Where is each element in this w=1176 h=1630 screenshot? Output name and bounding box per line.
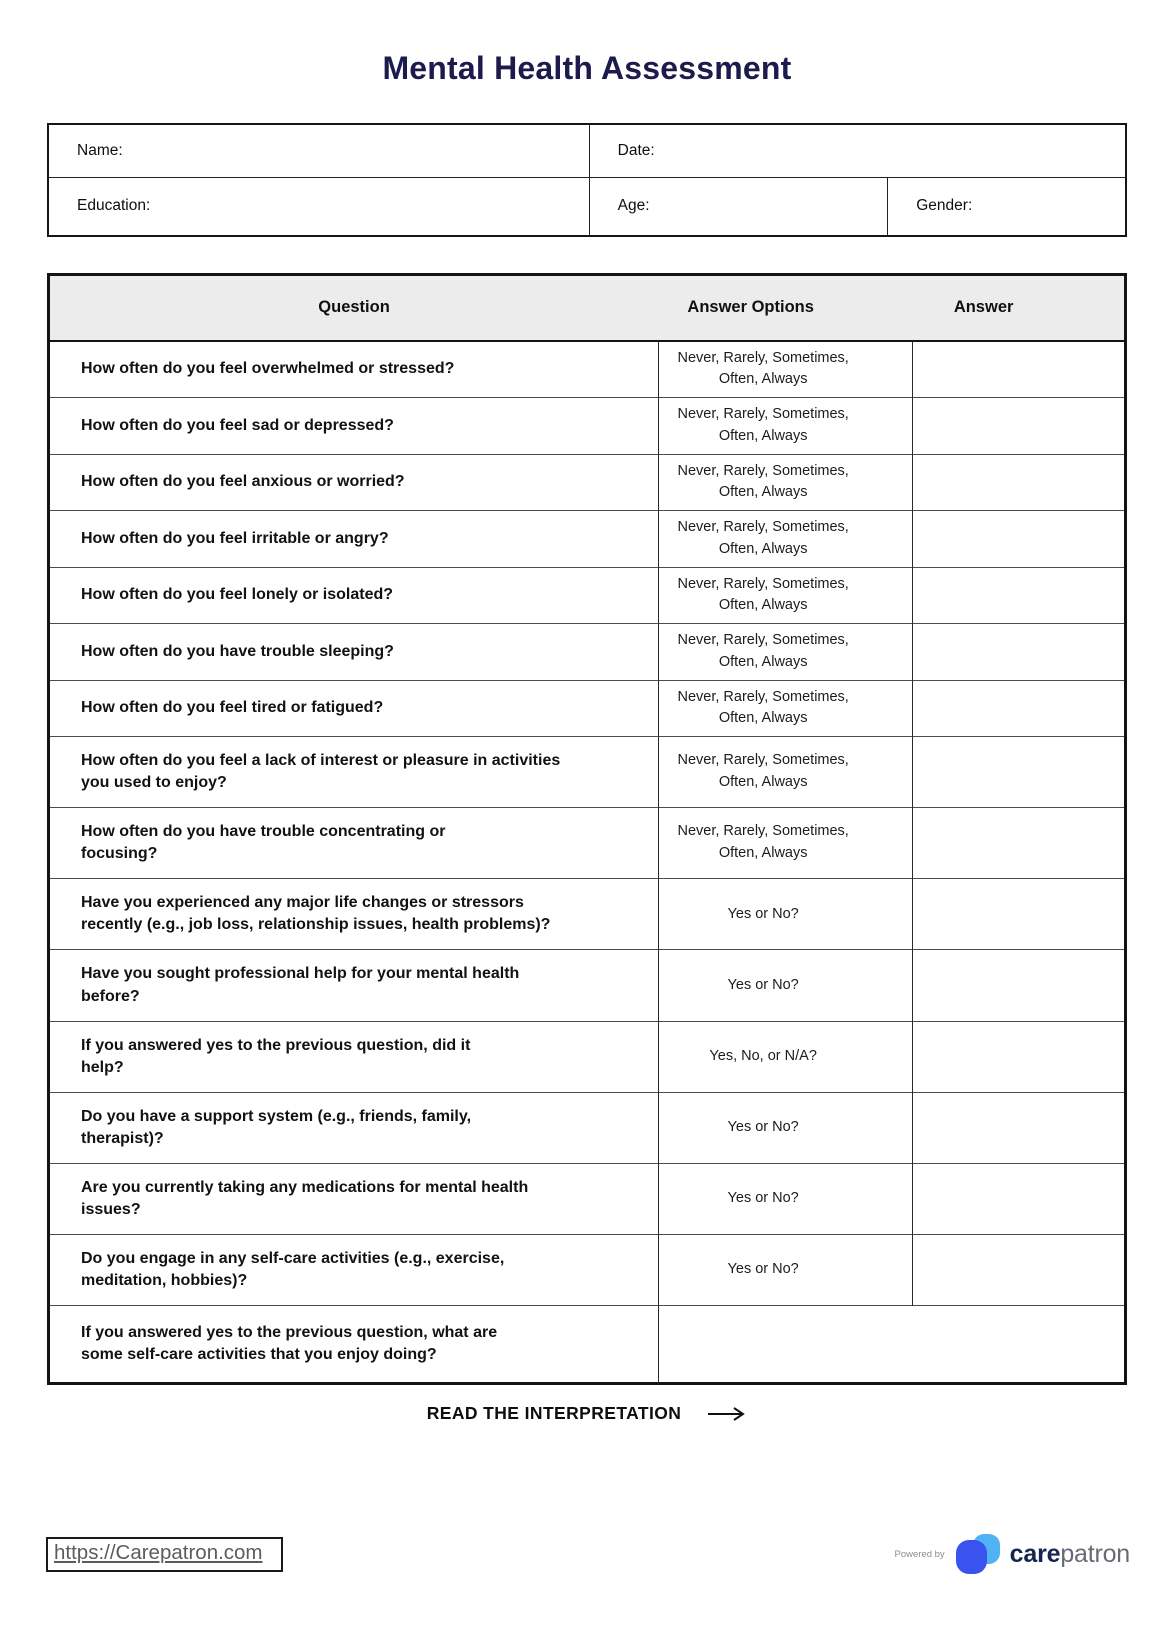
question-cell: Do you have a support system (e.g., frie…: [48, 1091, 659, 1164]
question-cell: Have you experienced any major life chan…: [48, 878, 659, 950]
question-cell: Have you sought professional help for yo…: [48, 949, 659, 1022]
brand-wordmark: carepatron: [1009, 1539, 1131, 1569]
column-header-answer-options: Answer Options: [658, 274, 913, 342]
gender-label: Gender:: [916, 197, 973, 215]
question-cell: How often do you feel tired or fatigued?: [48, 679, 659, 737]
answer-options-cell: [658, 1305, 1126, 1384]
table-row: Are you currently taking any medications…: [48, 1162, 1126, 1235]
table-row: If you answered yes to the previous ques…: [48, 1020, 1126, 1093]
answer-cell[interactable]: [912, 510, 1126, 567]
column-header-question: Question: [48, 274, 659, 342]
question-cell: If you answered yes to the previous ques…: [48, 1020, 659, 1093]
date-field[interactable]: Date:: [588, 123, 1127, 178]
answer-options-cell: Never, Rarely, Sometimes, Often, Always: [658, 510, 913, 567]
page-title: Mental Health Assessment: [382, 50, 792, 86]
assessment-header-row: Question Answer Options Answer: [48, 274, 1126, 342]
table-row: How often do you feel lonely or isolated…: [48, 566, 1126, 624]
answer-options-cell: Never, Rarely, Sometimes, Often, Always: [658, 340, 913, 398]
interpretation-label: READ THE INTERPRETATION: [426, 1403, 682, 1424]
table-row: How often do you feel sad or depressed? N…: [48, 397, 1126, 454]
table-row: Do you engage in any self-care activitie…: [48, 1234, 1126, 1306]
answer-options-cell: Never, Rarely, Sometimes, Often, Always: [658, 735, 913, 808]
page-footer: https://Carepatron.com Powered by carepa…: [46, 1533, 1130, 1575]
answer-options-cell: Never, Rarely, Sometimes, Often, Always: [658, 623, 913, 680]
question-cell: How often do you feel overwhelmed or str…: [48, 340, 659, 398]
question-cell: If you answered yes to the previous ques…: [48, 1305, 659, 1384]
table-row: Do you have a support system (e.g., frie…: [48, 1091, 1126, 1164]
question-cell: Do you engage in any self-care activitie…: [48, 1234, 659, 1306]
answer-options-cell: Never, Rarely, Sometimes, Often, Always: [658, 679, 913, 737]
brand-care: care: [1009, 1539, 1061, 1568]
carepatron-link[interactable]: https://Carepatron.com: [46, 1536, 283, 1572]
question-cell: How often do you have trouble sleeping?: [48, 623, 659, 680]
age-label: Age:: [617, 197, 650, 215]
name-field[interactable]: Name:: [47, 123, 590, 178]
answer-cell[interactable]: [912, 623, 1126, 680]
table-row: How often do you feel tired or fatigued?…: [48, 679, 1126, 737]
table-row: How often do you have trouble sleeping? N…: [48, 623, 1126, 680]
answer-cell[interactable]: [912, 397, 1126, 454]
answer-cell[interactable]: [912, 1020, 1126, 1093]
answer-cell[interactable]: [912, 949, 1126, 1022]
education-field[interactable]: Education:: [47, 176, 590, 237]
answer-cell[interactable]: [912, 566, 1126, 624]
answer-options-cell: Yes or No?: [658, 1234, 913, 1306]
table-row: How often do you feel a lack of interest…: [48, 735, 1126, 808]
answer-cell[interactable]: [912, 878, 1126, 950]
column-header-answer: Answer: [912, 274, 1126, 342]
answer-cell[interactable]: [912, 679, 1126, 737]
date-label: Date:: [617, 141, 655, 159]
table-row: How often do you feel anxious or worried…: [48, 453, 1126, 511]
education-label: Education:: [77, 197, 151, 215]
table-row: How often do you feel irritable or angry…: [48, 510, 1126, 567]
answer-options-cell: Never, Rarely, Sometimes, Often, Always: [658, 566, 913, 624]
info-row-name-date: Name: Date:: [47, 123, 1127, 178]
question-cell: How often do you feel anxious or worried…: [48, 453, 659, 511]
table-row: Have you sought professional help for yo…: [48, 949, 1126, 1022]
info-row-education-age-gender: Education: Age: Gender:: [47, 176, 1127, 237]
carepatron-logo: Powered by carepatron: [894, 1533, 1131, 1575]
carepatron-logo-icon: [955, 1534, 1000, 1574]
assessment-table: Question Answer Options Answer How often…: [47, 273, 1127, 1386]
answer-options-cell: Yes or No?: [658, 1162, 913, 1235]
question-cell: How often do you feel sad or depressed?: [48, 397, 659, 454]
interpretation-cta[interactable]: READ THE INTERPRETATION: [47, 1403, 1127, 1424]
powered-by-label: Powered by: [894, 1548, 945, 1560]
answer-cell[interactable]: [912, 735, 1126, 808]
table-row: How often do you feel overwhelmed or str…: [48, 340, 1126, 398]
answer-options-cell: Yes or No?: [658, 949, 913, 1022]
answer-options-cell: Yes or No?: [658, 1091, 913, 1164]
question-cell: How often do you have trouble concentrat…: [48, 807, 659, 879]
gender-field[interactable]: Gender:: [887, 176, 1127, 237]
table-row: How often do you have trouble concentrat…: [48, 807, 1126, 879]
answer-options-cell: Yes or No?: [658, 878, 913, 950]
answer-cell[interactable]: [912, 453, 1126, 511]
answer-cell[interactable]: [912, 807, 1126, 879]
answer-cell[interactable]: [912, 1234, 1126, 1306]
answer-options-cell: Never, Rarely, Sometimes, Often, Always: [658, 397, 913, 454]
table-row: If you answered yes to the previous ques…: [48, 1305, 1126, 1384]
answer-options-cell: Yes, No, or N/A?: [658, 1020, 913, 1093]
age-field[interactable]: Age:: [588, 176, 889, 237]
answer-cell[interactable]: [912, 340, 1126, 398]
question-cell: How often do you feel a lack of interest…: [48, 735, 659, 808]
answer-options-cell: Never, Rarely, Sometimes, Often, Always: [658, 807, 913, 879]
patient-info-table: Name: Date: Education: Age: Gender:: [47, 123, 1127, 237]
question-cell: How often do you feel lonely or isolated…: [48, 566, 659, 624]
right-arrow-icon: [708, 1406, 746, 1421]
answer-cell[interactable]: [912, 1091, 1126, 1164]
brand-patron: patron: [1060, 1539, 1130, 1568]
answer-options-cell: Never, Rarely, Sometimes, Often, Always: [658, 453, 913, 511]
name-label: Name:: [77, 141, 123, 159]
answer-cell[interactable]: [912, 1162, 1126, 1235]
table-row: Have you experienced any major life chan…: [48, 878, 1126, 950]
question-cell: Are you currently taking any medications…: [48, 1162, 659, 1235]
question-cell: How often do you feel irritable or angry…: [48, 510, 659, 567]
